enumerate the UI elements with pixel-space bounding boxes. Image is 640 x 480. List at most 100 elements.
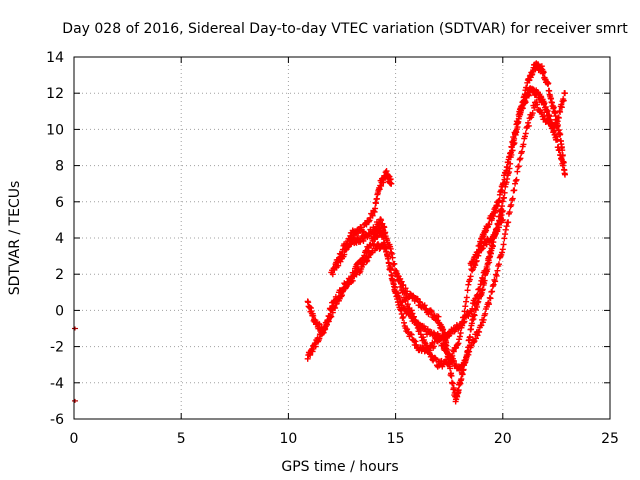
x-tick-label: 5	[177, 431, 186, 447]
data-point	[503, 223, 510, 230]
data-point	[467, 273, 474, 280]
data-point	[459, 322, 466, 329]
data-point	[450, 384, 457, 391]
x-tick-labels: 0 5 10 15 20 25	[70, 431, 619, 447]
data-point	[420, 334, 427, 341]
data-point	[500, 241, 507, 248]
data-point	[360, 238, 367, 245]
data-point	[421, 302, 428, 309]
data-point	[408, 307, 415, 314]
data-point	[334, 259, 341, 266]
data-point	[435, 313, 442, 320]
data-point	[397, 283, 404, 290]
data-point	[512, 180, 519, 187]
data-point	[506, 209, 513, 216]
data-point	[534, 101, 541, 108]
axis-ticks	[73, 56, 611, 420]
data-point	[395, 273, 402, 280]
data-point	[491, 233, 498, 240]
data-point	[511, 135, 518, 142]
data-point	[483, 241, 490, 248]
data-point	[384, 255, 391, 262]
data-point	[443, 342, 450, 349]
data-point	[499, 217, 506, 224]
data-point	[388, 180, 395, 187]
data-point	[560, 97, 567, 104]
data-point	[425, 347, 432, 354]
data-point	[428, 352, 435, 359]
y-tick-label: 12	[46, 86, 64, 102]
data-point	[507, 149, 514, 156]
data-point	[522, 133, 529, 140]
y-tick-label: 8	[55, 159, 64, 175]
y-tick-label: 14	[46, 50, 64, 66]
data-point	[353, 271, 360, 278]
data-point	[559, 162, 566, 169]
chart-title: Day 028 of 2016, Sidereal Day-to-day VTE…	[62, 21, 628, 37]
data-point	[511, 187, 518, 194]
data-point	[347, 241, 354, 248]
data-point	[329, 271, 336, 278]
data-point	[546, 113, 553, 120]
data-point	[499, 249, 506, 256]
data-point	[430, 343, 437, 350]
x-axis-label: GPS time / hours	[281, 459, 398, 475]
data-point	[403, 295, 410, 302]
data-point	[385, 259, 392, 266]
data-point	[474, 332, 481, 339]
data-point	[417, 327, 424, 334]
data-point	[389, 276, 396, 283]
data-point	[447, 365, 454, 372]
data-point	[540, 69, 547, 76]
x-tick-label: 0	[70, 431, 79, 447]
data-point	[482, 310, 489, 317]
y-axis-label: SDTVAR / TECUs	[7, 181, 23, 296]
data-point	[399, 315, 406, 322]
data-point	[361, 252, 368, 259]
data-point	[499, 216, 506, 223]
data-point	[309, 348, 316, 355]
data-point	[502, 231, 509, 238]
data-point	[408, 331, 415, 338]
y-tick-label: 6	[55, 195, 64, 211]
data-point	[508, 201, 515, 208]
data-point	[391, 260, 398, 267]
data-point	[508, 144, 515, 151]
data-point	[410, 313, 417, 320]
data-point	[455, 340, 462, 347]
data-point	[335, 295, 342, 302]
data-point	[409, 310, 416, 317]
y-tick-label: -2	[50, 340, 64, 356]
data-point	[400, 313, 407, 320]
data-point	[479, 286, 486, 293]
data-point	[460, 314, 467, 321]
data-point	[504, 164, 511, 171]
data-point	[518, 148, 525, 155]
data-point	[519, 105, 526, 112]
data-point	[465, 281, 472, 288]
data-point	[509, 195, 516, 202]
data-point	[512, 177, 519, 184]
y-tick-label: -4	[50, 376, 64, 392]
data-point	[455, 387, 462, 394]
data-point	[357, 238, 364, 245]
x-tick-label: 20	[494, 431, 512, 447]
data-point	[501, 235, 508, 242]
data-point	[500, 180, 507, 187]
data-point	[396, 276, 403, 283]
data-point	[490, 281, 497, 288]
data-point	[383, 248, 390, 255]
data-point	[452, 326, 459, 333]
x-tick-label: 15	[387, 431, 405, 447]
data-point	[489, 288, 496, 295]
data-point	[495, 224, 502, 231]
data-point	[364, 257, 371, 264]
data-point	[487, 295, 494, 302]
x-tick-label: 25	[601, 431, 619, 447]
data-point	[391, 283, 398, 290]
data-point	[425, 311, 432, 318]
data-point	[520, 141, 527, 148]
isolated-point	[72, 326, 78, 331]
data-point	[400, 287, 407, 294]
y-tick-label: 10	[46, 122, 64, 138]
